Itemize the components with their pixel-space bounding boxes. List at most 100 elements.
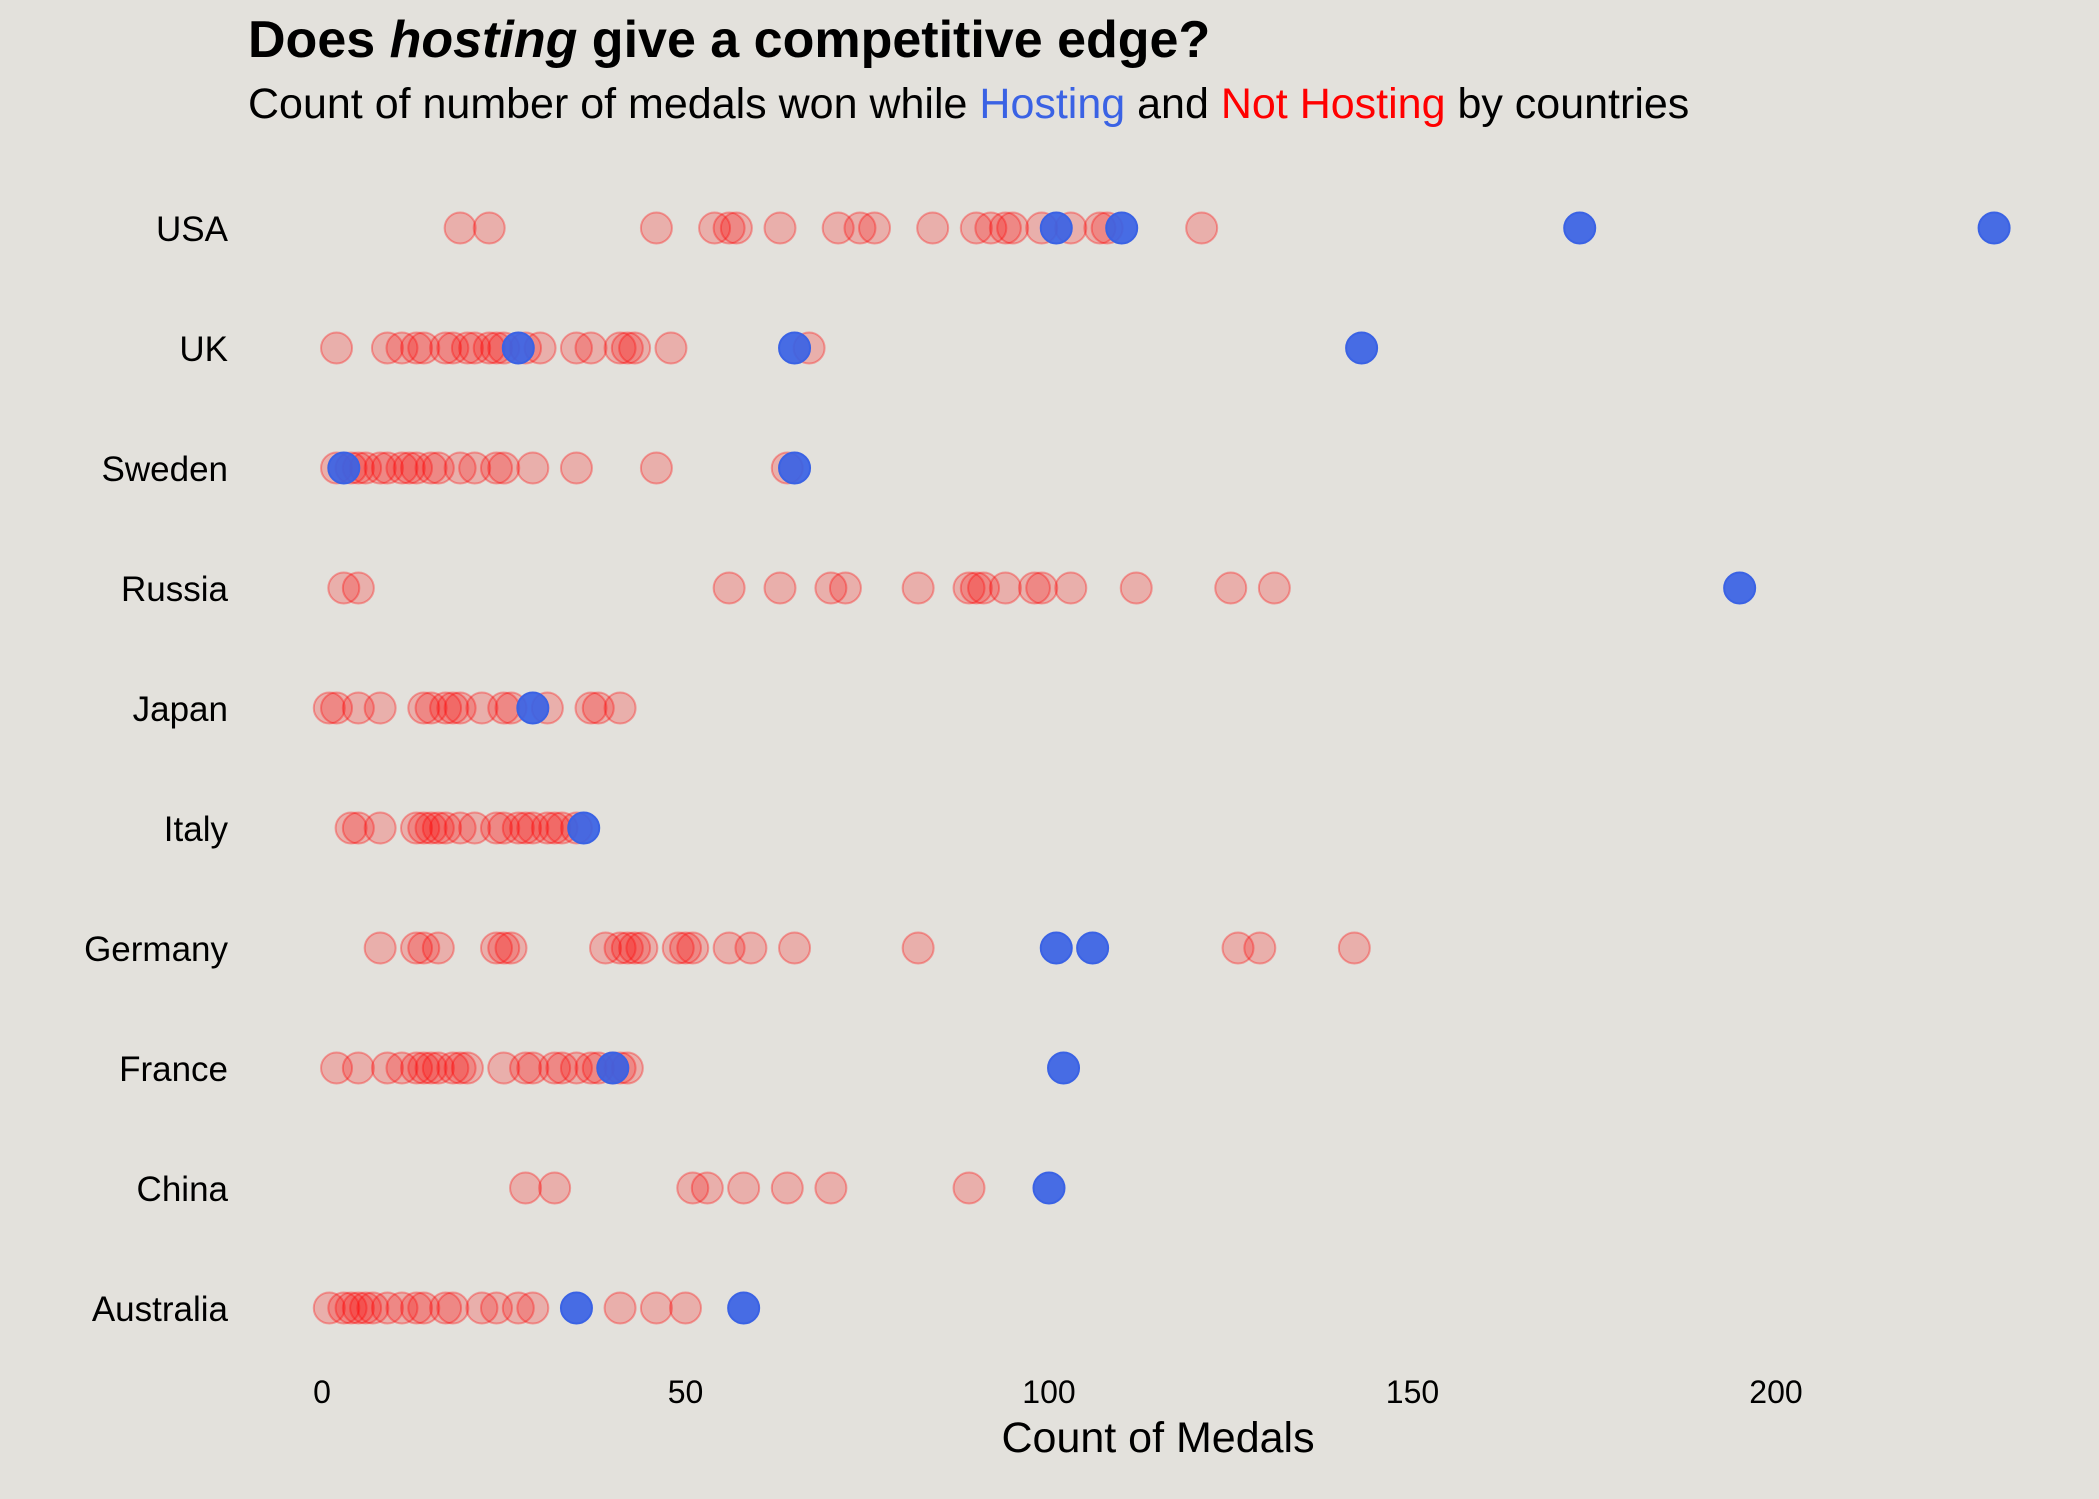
- not-hosting-point: [1119, 571, 1153, 605]
- not-hosting-point: [1221, 931, 1255, 965]
- not-hosting-point: [974, 211, 1008, 245]
- not-hosting-point: [400, 331, 434, 365]
- category-label: Australia: [92, 1290, 229, 1329]
- x-tick-label: 100: [1022, 1374, 1075, 1410]
- not-hosting-point: [429, 691, 463, 725]
- not-hosting-point: [400, 811, 434, 845]
- not-hosting-point: [698, 211, 732, 245]
- not-hosting-point: [661, 931, 695, 965]
- not-hosting-point: [421, 931, 455, 965]
- not-hosting-point: [363, 451, 397, 485]
- not-hosting-point: [479, 811, 513, 845]
- not-hosting-point: [429, 811, 463, 845]
- not-hosting-point: [487, 451, 521, 485]
- not-hosting-point: [843, 211, 877, 245]
- category-label: Japan: [133, 690, 228, 729]
- chart-subtitle: Count of number of medals won while Host…: [248, 80, 1689, 129]
- not-hosting-point: [669, 931, 702, 965]
- not-hosting-point: [988, 571, 1022, 605]
- not-hosting-point: [952, 1171, 986, 1205]
- not-hosting-point: [996, 211, 1030, 245]
- not-hosting-point: [538, 1051, 572, 1085]
- not-hosting-point: [341, 811, 375, 845]
- not-hosting-point: [370, 451, 404, 485]
- category-label: UK: [179, 330, 228, 369]
- hosting-point: [516, 691, 550, 725]
- not-hosting-point: [814, 1171, 848, 1205]
- hosting-point: [1076, 931, 1110, 965]
- not-hosting-point: [763, 211, 797, 245]
- not-hosting-point: [450, 1051, 484, 1085]
- hosting-point: [567, 811, 601, 845]
- not-hosting-point: [436, 1051, 470, 1085]
- not-hosting-point: [443, 811, 477, 845]
- not-hosting-point: [385, 451, 419, 485]
- not-hosting-point: [421, 451, 455, 485]
- not-hosting-point: [385, 1291, 419, 1325]
- not-hosting-point: [509, 1051, 543, 1085]
- chart-title: Does hosting give a competitive edge?: [248, 10, 1210, 70]
- not-hosting-point: [400, 931, 434, 965]
- not-hosting-point: [610, 931, 644, 965]
- not-hosting-point: [312, 1291, 346, 1325]
- not-hosting-point: [458, 451, 492, 485]
- not-hosting-point: [610, 331, 644, 365]
- category-label: France: [119, 1050, 228, 1089]
- not-hosting-point: [385, 331, 419, 365]
- not-hosting-point: [509, 1171, 543, 1205]
- x-tick-label: 200: [1749, 1374, 1802, 1410]
- not-hosting-point: [429, 1291, 463, 1325]
- not-hosting-point: [669, 1291, 702, 1325]
- subtitle-pre: Count of number of medals won while: [248, 80, 980, 128]
- not-hosting-point: [370, 331, 404, 365]
- not-hosting-point: [465, 691, 499, 725]
- not-hosting-point: [654, 331, 688, 365]
- not-hosting-point: [603, 331, 637, 365]
- not-hosting-point: [414, 691, 448, 725]
- not-hosting-series: [312, 211, 1371, 1325]
- not-hosting-point: [407, 931, 441, 965]
- category-label: Germany: [84, 930, 228, 969]
- not-hosting-point: [959, 571, 993, 605]
- not-hosting-point: [901, 571, 935, 605]
- x-tick-label: 50: [668, 1374, 704, 1410]
- not-hosting-point: [509, 811, 543, 845]
- not-hosting-point: [516, 811, 550, 845]
- category-label: Italy: [164, 810, 229, 849]
- not-hosting-point: [421, 811, 455, 845]
- hosting-point: [1039, 931, 1073, 965]
- not-hosting-point: [479, 1291, 513, 1325]
- not-hosting-point: [516, 451, 550, 485]
- not-hosting-point: [763, 571, 797, 605]
- not-hosting-point: [988, 211, 1022, 245]
- hosting-point: [778, 331, 812, 365]
- not-hosting-point: [858, 211, 892, 245]
- not-hosting-point: [356, 1291, 390, 1325]
- not-hosting-point: [407, 811, 441, 845]
- not-hosting-point: [901, 931, 935, 965]
- hosting-point: [596, 1051, 630, 1085]
- not-hosting-point: [341, 691, 375, 725]
- not-hosting-point: [545, 1051, 579, 1085]
- not-hosting-point: [327, 571, 361, 605]
- title-emphasis: hosting: [389, 11, 578, 69]
- subtitle-hosting: Hosting: [979, 80, 1126, 128]
- not-hosting-point: [385, 1051, 419, 1085]
- not-hosting-point: [1257, 571, 1291, 605]
- subtitle-not-hosting: Not Hosting: [1220, 80, 1446, 128]
- not-hosting-point: [421, 1051, 455, 1085]
- hosting-series: [327, 211, 2011, 1325]
- not-hosting-point: [334, 1291, 368, 1325]
- not-hosting-point: [581, 691, 615, 725]
- not-hosting-point: [363, 691, 397, 725]
- not-hosting-point: [574, 691, 608, 725]
- title-post: give a competitive edge?: [577, 11, 1211, 69]
- not-hosting-point: [1185, 211, 1219, 245]
- not-hosting-point: [821, 211, 855, 245]
- not-hosting-point: [778, 931, 812, 965]
- not-hosting-point: [400, 1051, 434, 1085]
- not-hosting-point: [719, 211, 753, 245]
- not-hosting-point: [712, 931, 746, 965]
- not-hosting-point: [1214, 571, 1248, 605]
- not-hosting-point: [400, 451, 434, 485]
